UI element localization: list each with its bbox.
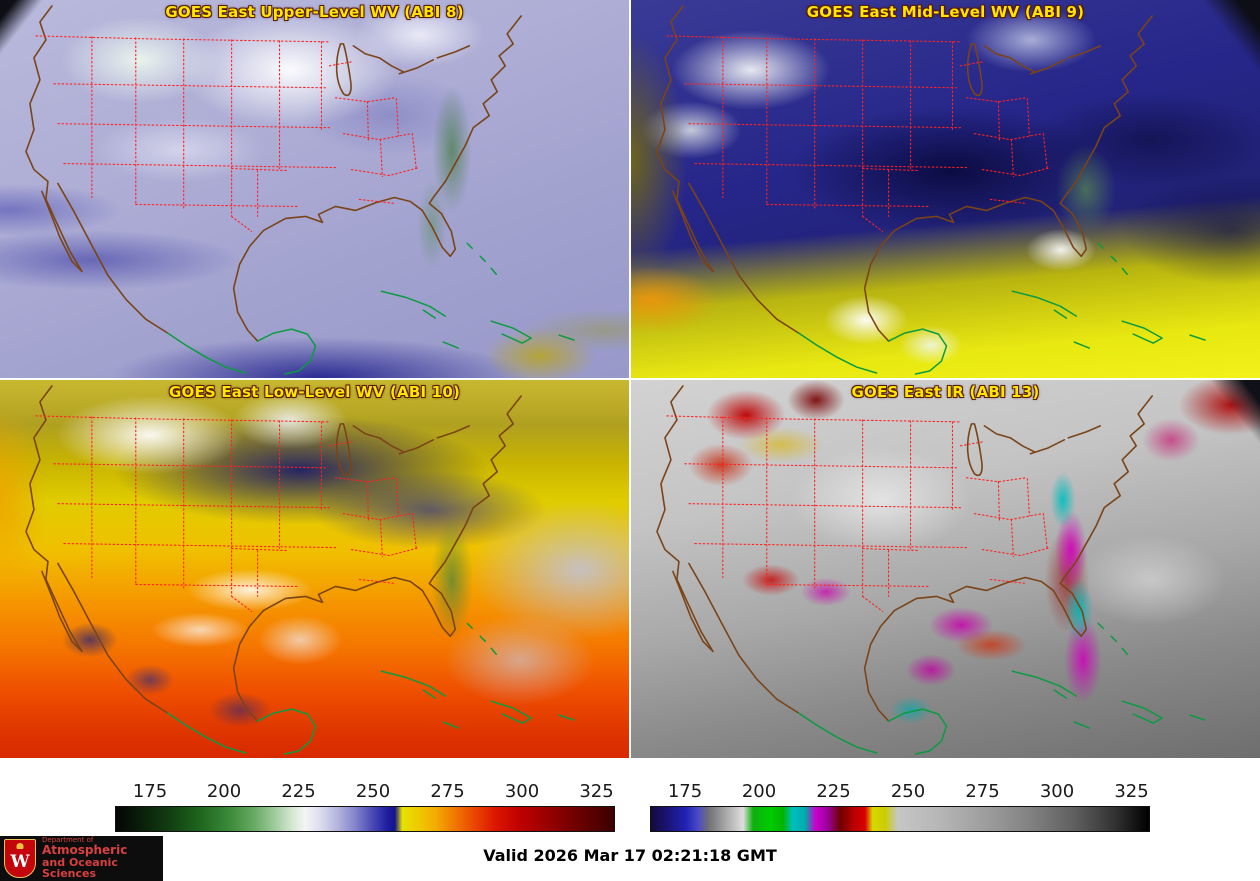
panel-upper-level-wv: GOES East Upper-Level WV (ABI 8)	[0, 0, 629, 378]
logo-line-1: Department of	[42, 835, 94, 844]
ir-colorbar: 175 200 225 250 275 300 325	[650, 758, 1150, 842]
map-overlay	[656, 5, 1206, 375]
tick-label: 325	[1114, 781, 1149, 802]
four-panel-grid: GOES East Upper-Level WV (ABI 8) GOES Ea…	[0, 0, 1260, 758]
logo-line-2: Atmospheric	[42, 843, 128, 858]
tick-label: 250	[355, 781, 391, 802]
crest-letter: W	[10, 851, 30, 872]
wv-colorbar-gradient	[115, 806, 615, 832]
panel-ir: GOES East IR (ABI 13)	[631, 380, 1260, 758]
valid-time-label: Valid 2026 Mar 17 02:21:18 GMT	[483, 846, 777, 865]
colorbar-row: 175 200 225 250 275 300 325 175 200 225 …	[0, 758, 1260, 842]
wv-colorbar-ticks: 175 200 225 250 275 300 325	[115, 758, 615, 806]
uw-aos-logo: W Department of Atmospheric and Oceanic …	[0, 836, 163, 881]
tick-label: 250	[890, 781, 926, 802]
logo-text: Department of Atmospheric and Oceanic Sc…	[42, 835, 163, 881]
map-overlay	[25, 385, 575, 755]
wv-colorbar: 175 200 225 250 275 300 325	[115, 758, 615, 842]
tick-label: 225	[816, 781, 851, 802]
ir-colorbar-gradient	[650, 806, 1150, 832]
tick-label: 225	[281, 781, 316, 802]
tick-label: 275	[965, 781, 1000, 802]
uw-crest-icon: W	[4, 839, 36, 878]
logo-line-3: and Oceanic Sciences	[42, 855, 118, 881]
tick-label: 175	[667, 781, 703, 802]
tick-label: 325	[579, 781, 614, 802]
tick-label: 200	[206, 781, 242, 802]
tick-label: 175	[132, 781, 168, 802]
tick-label: 300	[504, 781, 540, 802]
footer: W Department of Atmospheric and Oceanic …	[0, 836, 1260, 881]
map-overlay	[656, 385, 1206, 755]
map-overlay	[25, 5, 575, 375]
tick-label: 275	[430, 781, 465, 802]
panel-low-level-wv: GOES East Low-Level WV (ABI 10)	[0, 380, 629, 758]
tick-label: 300	[1039, 781, 1075, 802]
ir-colorbar-ticks: 175 200 225 250 275 300 325	[650, 758, 1150, 806]
tick-label: 200	[741, 781, 777, 802]
panel-mid-level-wv: GOES East Mid-Level WV (ABI 9)	[631, 0, 1260, 378]
